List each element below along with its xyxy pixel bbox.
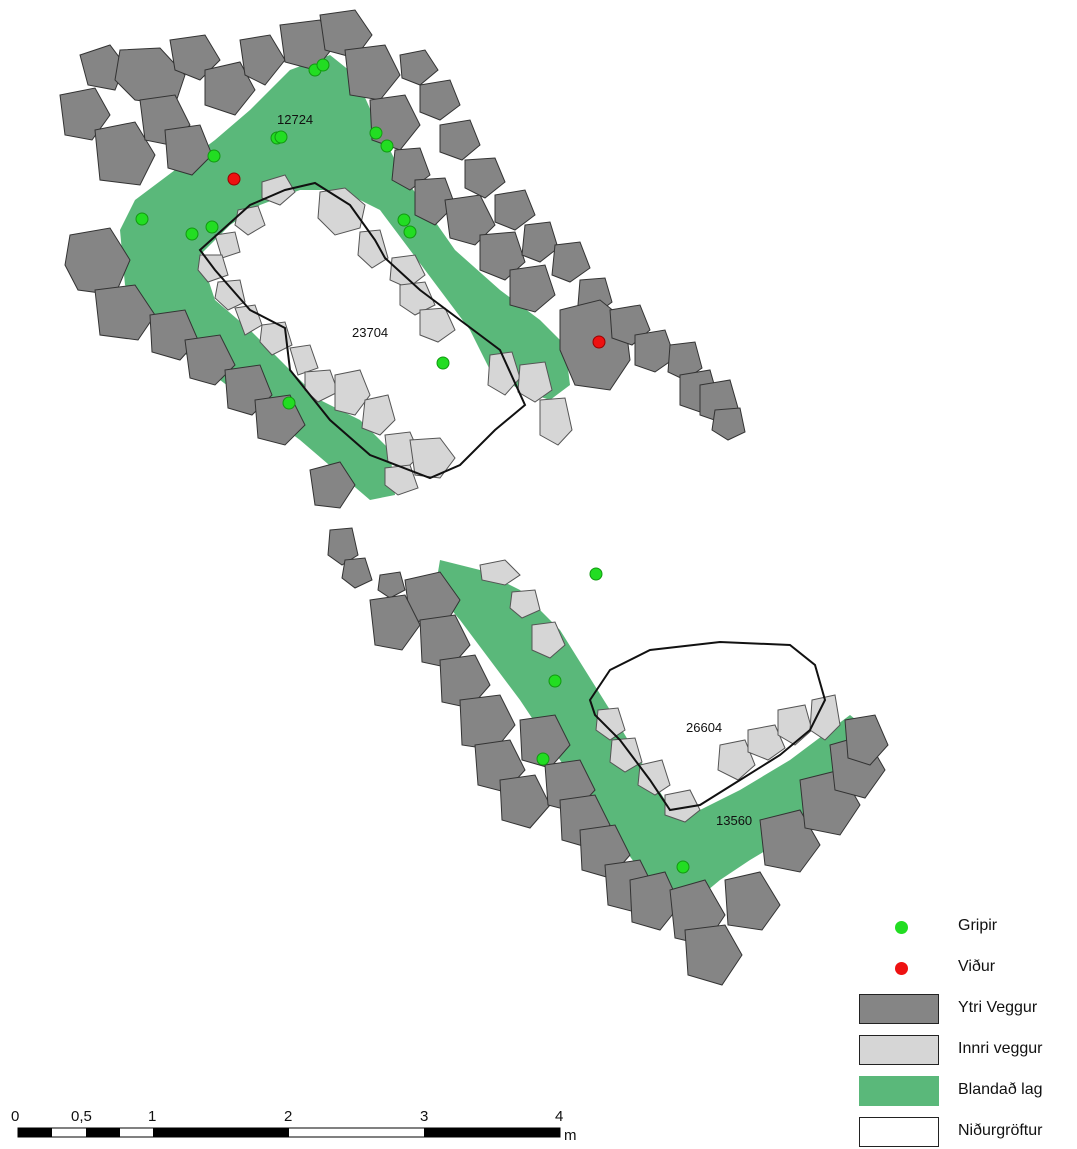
legend-label: Blandað lag — [958, 1081, 1043, 1098]
artifact-point — [369, 126, 383, 140]
inner-wall-stones — [197, 174, 841, 823]
artifact-point — [403, 225, 417, 239]
artifact-point — [274, 130, 288, 144]
light-grey-box-icon — [859, 1035, 939, 1065]
scale-segment — [424, 1128, 560, 1137]
legend-item-vidur: Viður — [858, 953, 1073, 985]
legend-symbol — [858, 1035, 942, 1067]
legend-label: Innri veggur — [958, 1040, 1043, 1057]
excavation-outlines — [198, 181, 827, 812]
artifact-point — [589, 567, 603, 581]
legend-item-innri-veggur: Innri veggur — [858, 1035, 1073, 1067]
scale-tick-1: 1 — [148, 1108, 156, 1125]
excavation-south — [588, 640, 827, 812]
scale-tick-0-5: 0,5 — [71, 1108, 92, 1125]
artifact-point — [548, 674, 562, 688]
legend-symbol — [858, 953, 942, 985]
artifact-point — [536, 752, 550, 766]
legend-item-gripir: Gripir — [858, 912, 1073, 944]
legend-label: Gripir — [958, 917, 998, 934]
legend-label: Viður — [958, 958, 996, 975]
artifact-point — [316, 58, 330, 72]
legend-symbol — [858, 1076, 942, 1108]
outline-box-icon — [859, 1117, 939, 1147]
label-26604: 26604 — [686, 720, 722, 735]
scale-tick-3: 3 — [420, 1108, 428, 1125]
legend-label: Ytri Veggur — [958, 999, 1038, 1016]
red-dot-icon — [895, 962, 908, 975]
artifact-point — [205, 220, 219, 234]
artifact-point — [135, 212, 149, 226]
legend-symbol — [858, 1117, 942, 1149]
scale-segment — [153, 1128, 289, 1137]
legend-item-ytri-veggur: Ytri Veggur — [858, 994, 1073, 1026]
artifact-point — [436, 356, 450, 370]
wood-point — [227, 172, 241, 186]
scale-tick-4: 4 — [555, 1108, 563, 1125]
legend-label: Niðurgröftur — [958, 1122, 1043, 1139]
scale-tick-2: 2 — [284, 1108, 292, 1125]
artifact-point — [185, 227, 199, 241]
label-13560: 13560 — [716, 813, 752, 828]
scale-tick-0: 0 — [11, 1108, 19, 1125]
green-dot-icon — [895, 921, 908, 934]
artifact-points — [135, 58, 690, 874]
legend-symbol — [858, 994, 942, 1026]
label-23704: 23704 — [352, 325, 388, 340]
label-12724: 12724 — [277, 112, 313, 127]
scale-unit: m — [564, 1127, 577, 1144]
scale-segment — [86, 1128, 120, 1137]
wood-point — [592, 335, 606, 349]
artifact-point — [676, 860, 690, 874]
green-box-icon — [859, 1076, 939, 1106]
wood-points — [227, 172, 606, 349]
artifact-point — [282, 396, 296, 410]
excavation-north — [198, 181, 527, 480]
scale-segment — [18, 1128, 52, 1137]
dark-grey-box-icon — [859, 994, 939, 1024]
legend-item-blandad-lag: Blandað lag — [858, 1076, 1073, 1108]
outer-wall-stones — [59, 9, 889, 986]
artifact-point — [397, 213, 411, 227]
legend-symbol — [858, 912, 942, 944]
artifact-point — [207, 149, 221, 163]
legend-item-nidurgroftur: Niðurgröftur — [858, 1117, 1073, 1149]
feature-labels: 12724 23704 26604 13560 — [277, 112, 752, 828]
artifact-point — [380, 139, 394, 153]
scale-bar: 0 0,5 1 2 3 4 m — [11, 1108, 577, 1144]
